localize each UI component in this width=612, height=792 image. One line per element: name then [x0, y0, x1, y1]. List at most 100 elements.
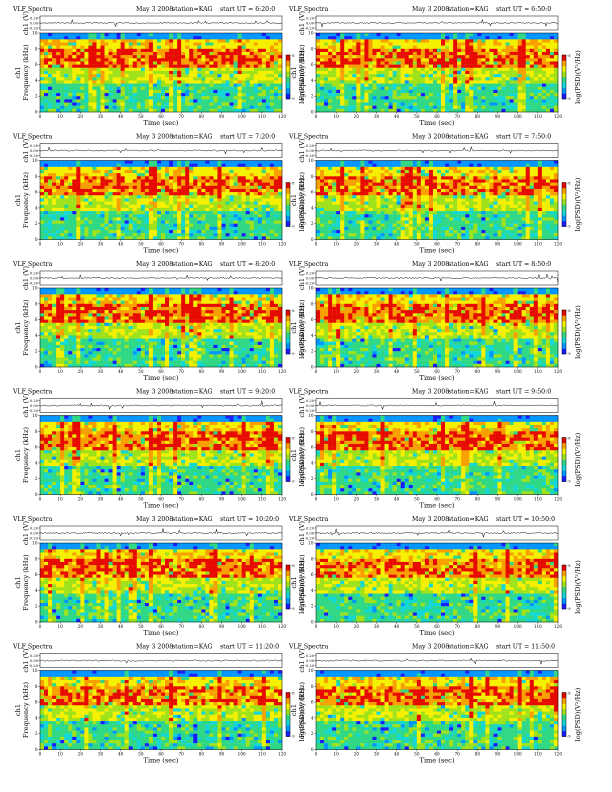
- spectrogram-cell: [141, 80, 145, 83]
- spectrogram-cell: [60, 49, 64, 52]
- spectrogram-cell: [324, 99, 328, 102]
- spectrogram-cell: [222, 99, 226, 102]
- spectrogram-cell: [173, 36, 177, 39]
- spectrogram-cell: [92, 42, 96, 45]
- spectrogram-cell: [40, 42, 44, 45]
- spectrogram-cell: [437, 49, 441, 52]
- spectrogram-cell: [165, 65, 169, 68]
- spectrogram-cell: [336, 46, 340, 49]
- spectrogram-cell: [117, 58, 121, 61]
- spectrogram-cell: [274, 80, 278, 83]
- spectrogram-cell: [133, 65, 137, 68]
- spectrogram-cell: [401, 46, 405, 49]
- spectrogram-cell: [230, 58, 234, 61]
- spectrogram-cell: [56, 68, 60, 71]
- spectrogram-cell: [274, 55, 278, 58]
- spectrogram-cell: [205, 103, 209, 106]
- spectrogram-cell: [226, 96, 230, 99]
- spectrogram-cell: [177, 103, 181, 106]
- spectrogram-cell: [48, 65, 52, 68]
- spectrogram-cell: [242, 65, 246, 68]
- spectrogram-cell: [238, 49, 242, 52]
- spectrogram-cell: [226, 84, 230, 87]
- spectrogram-cell: [129, 36, 133, 39]
- spectrogram-cell: [348, 39, 352, 42]
- spectrogram-cell: [437, 36, 441, 39]
- spectrogram-cell: [137, 99, 141, 102]
- spectrogram-cell: [364, 61, 368, 64]
- spectrogram-cell: [336, 68, 340, 71]
- spectrogram-cell: [217, 36, 221, 39]
- spectrogram-cell: [417, 84, 421, 87]
- spectrogram-cell: [377, 33, 381, 36]
- spectrogram-cell: [393, 39, 397, 42]
- spectrogram-cell: [489, 55, 493, 58]
- spectrogram-cell: [316, 106, 320, 109]
- spectrogram-cell: [68, 71, 72, 74]
- spectrogram-cell: [173, 96, 177, 99]
- spectrogram-cell: [433, 93, 437, 96]
- spectrogram-cell: [457, 52, 461, 55]
- spectrogram-cell: [258, 52, 262, 55]
- spectrogram-cell: [88, 109, 92, 112]
- spectrogram-cell: [189, 90, 193, 93]
- spectrogram-cell: [364, 39, 368, 42]
- spectrogram-cell: [234, 93, 238, 96]
- spectrogram-cell: [189, 61, 193, 64]
- spectrogram-cell: [109, 33, 113, 36]
- spectrogram-cell: [88, 84, 92, 87]
- spectrogram-cell: [181, 39, 185, 42]
- spectrogram-cell: [453, 68, 457, 71]
- spectrogram-cell: [238, 55, 242, 58]
- spectrogram-cell: [429, 36, 433, 39]
- spectrogram-cell: [129, 90, 133, 93]
- spectrogram-cell: [421, 33, 425, 36]
- spectrogram-cell: [48, 61, 52, 64]
- spectrogram-cell: [364, 93, 368, 96]
- spectrogram-cell: [254, 99, 258, 102]
- spectrogram-cell: [262, 55, 266, 58]
- spectrogram-cell: [205, 61, 209, 64]
- spectrogram-cell: [161, 99, 165, 102]
- spectrogram-cell: [336, 103, 340, 106]
- spectrogram-cell: [189, 106, 193, 109]
- spectrogram-cell: [465, 80, 469, 83]
- spectrogram-cell: [60, 74, 64, 77]
- spectrogram-cell: [226, 93, 230, 96]
- spectrogram-cell: [262, 93, 266, 96]
- spectrogram-cell: [242, 49, 246, 52]
- spectrogram-cell: [189, 49, 193, 52]
- spectrogram-cell: [344, 90, 348, 93]
- spectrogram-cell: [72, 109, 76, 112]
- spectrogram-cell: [254, 36, 258, 39]
- spectrogram-cell: [84, 99, 88, 102]
- spectrogram-cell: [377, 77, 381, 80]
- spectrogram-cell: [161, 106, 165, 109]
- spectrogram-cell: [173, 61, 177, 64]
- spectrogram-cell: [40, 103, 44, 106]
- spectrogram-cell: [157, 52, 161, 55]
- spectrogram-cell: [173, 80, 177, 83]
- spectrogram-cell: [217, 52, 221, 55]
- spectrogram-cell: [149, 39, 153, 42]
- spectrogram-cell: [278, 96, 282, 99]
- spectrogram-cell: [109, 74, 113, 77]
- spectrogram-cell: [193, 96, 197, 99]
- spectrogram-cell: [125, 74, 129, 77]
- spectrogram-cell: [425, 71, 429, 74]
- spectrogram-cell: [328, 49, 332, 52]
- spectrogram-cell: [217, 77, 221, 80]
- spectrogram-cell: [377, 109, 381, 112]
- spectrogram-cell: [413, 42, 417, 45]
- spectrogram-cell: [121, 103, 125, 106]
- spectrogram-cell: [181, 49, 185, 52]
- spectrogram-cell: [340, 52, 344, 55]
- spectrogram-cell: [332, 68, 336, 71]
- spectrogram-cell: [381, 96, 385, 99]
- spectrogram-cell: [165, 99, 169, 102]
- spectrogram-cell: [278, 77, 282, 80]
- spectrogram-cell: [254, 87, 258, 90]
- spectrogram-cell: [453, 58, 457, 61]
- spectrogram-cell: [177, 77, 181, 80]
- spectrogram-cell: [401, 93, 405, 96]
